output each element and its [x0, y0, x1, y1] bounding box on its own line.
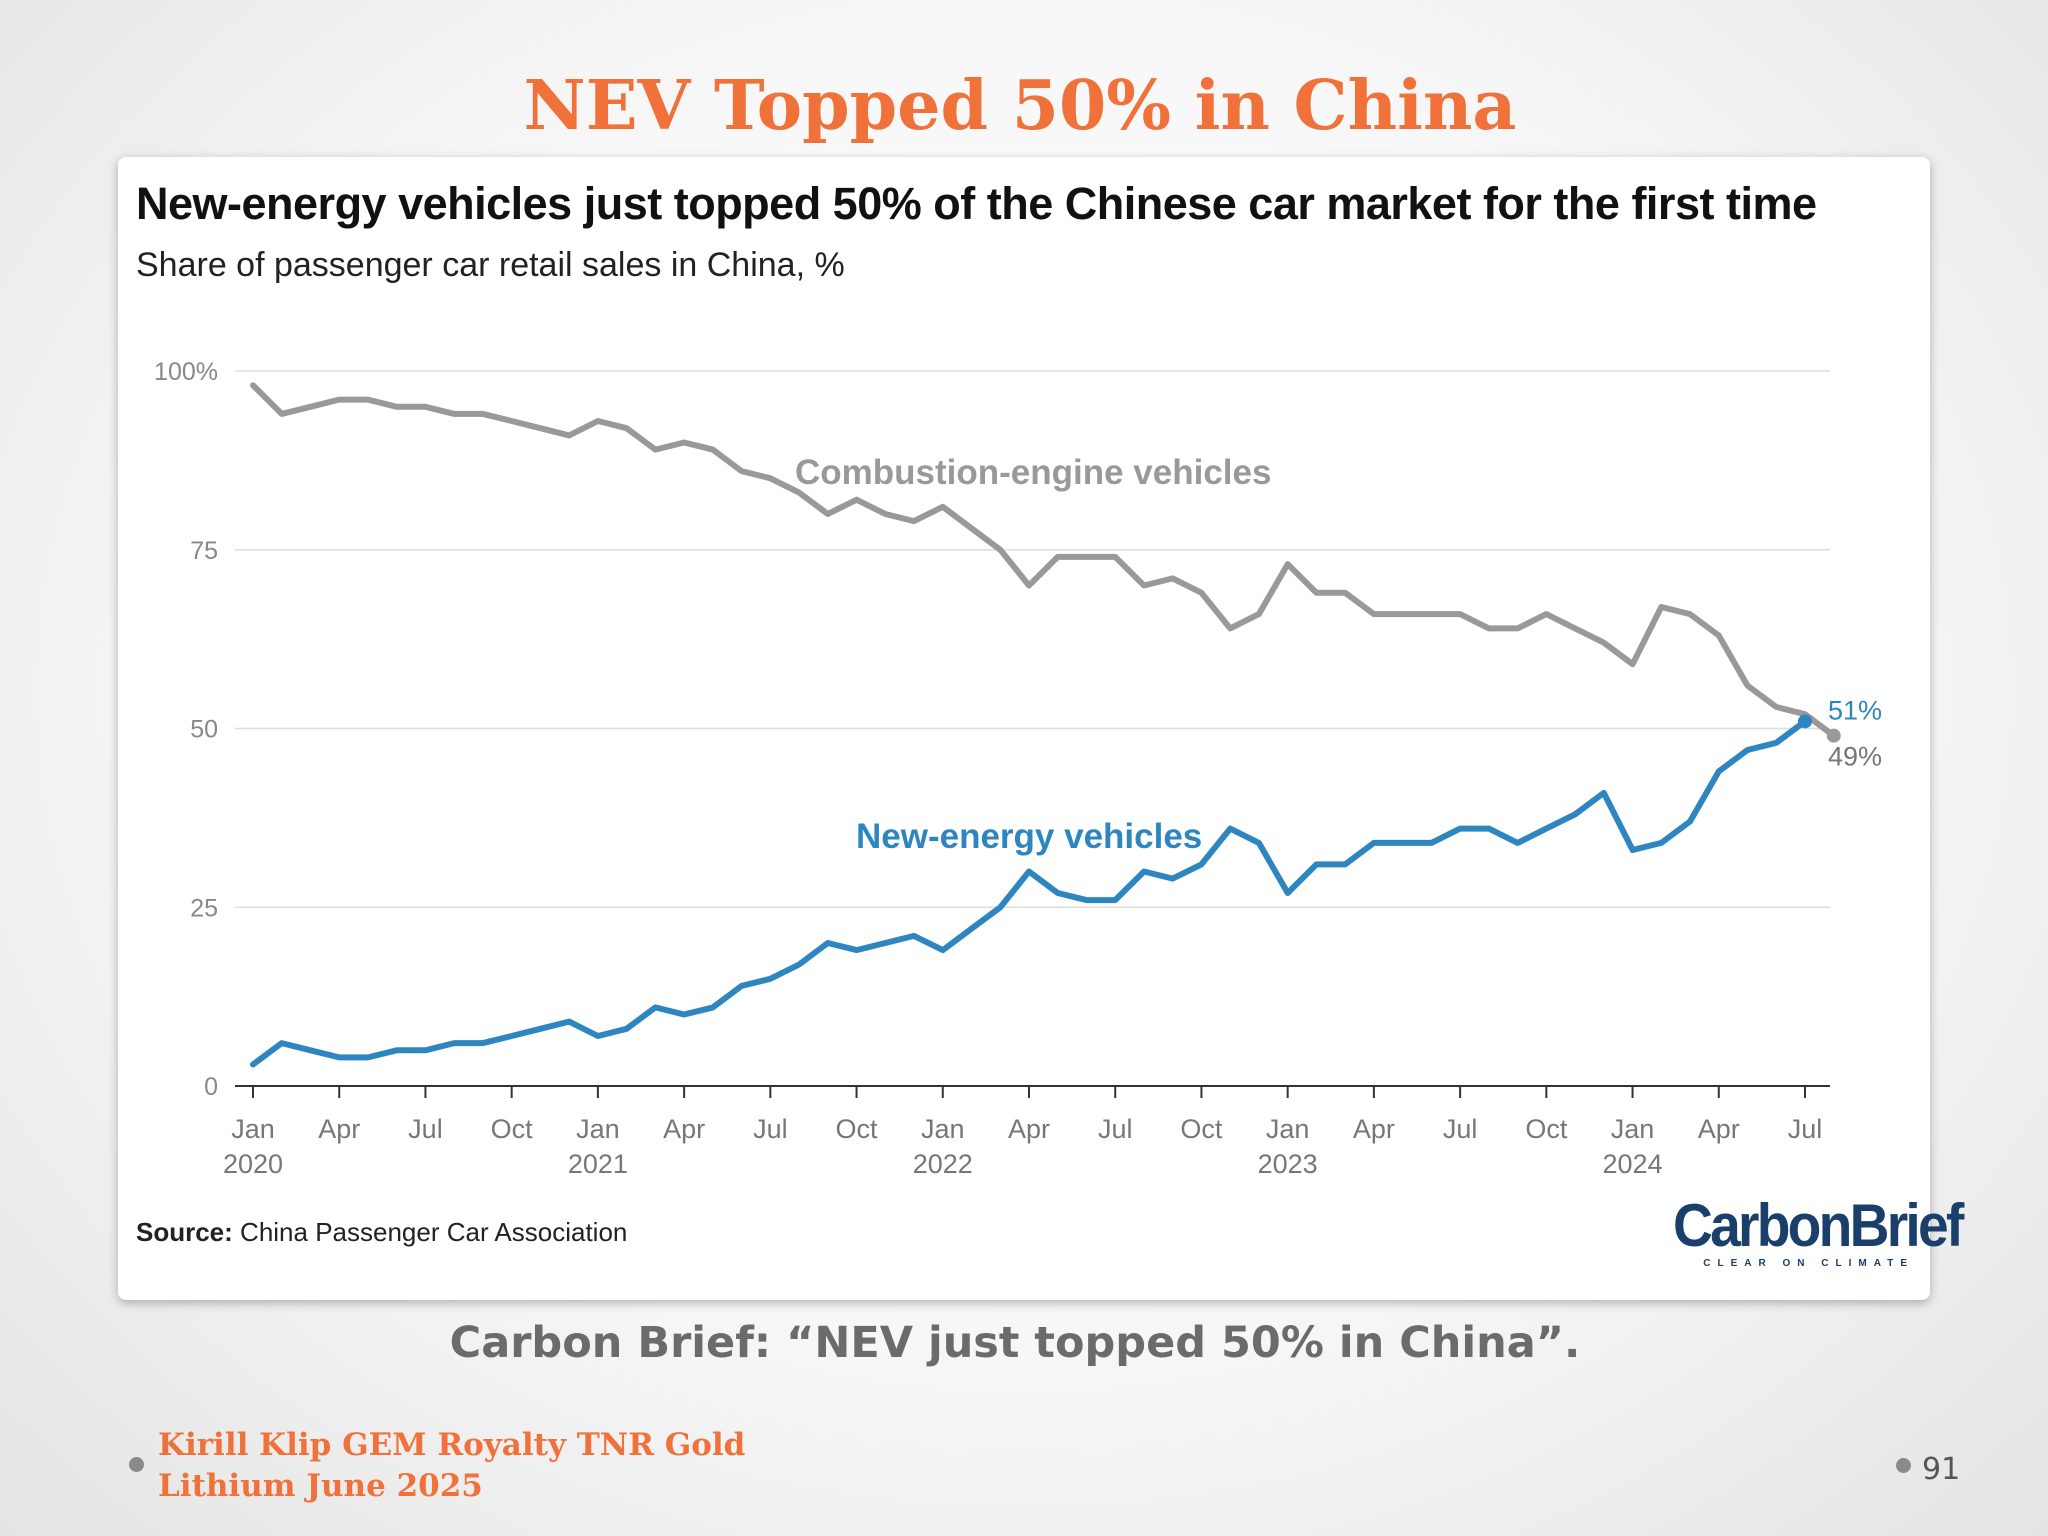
x-tick-year-label: 2023	[1258, 1149, 1318, 1179]
x-tick-label: Oct	[836, 1114, 879, 1144]
x-tick-label: Jul	[1443, 1114, 1478, 1144]
y-tick-label: 50	[190, 716, 218, 744]
chart-subtitle: Share of passenger car retail sales in C…	[136, 246, 845, 284]
x-tick-year-label: 2020	[223, 1149, 283, 1179]
nev-series-line	[250, 718, 1808, 1068]
x-tick-label: Jan	[231, 1114, 275, 1144]
x-tick-label: Jan	[1266, 1114, 1310, 1144]
x-tick-label: Apr	[318, 1114, 360, 1144]
x-tick-label: Jan	[576, 1114, 620, 1144]
nev-end-point	[1798, 714, 1812, 729]
y-tick-label: 0	[204, 1073, 218, 1101]
x-tick-label: Jul	[1098, 1114, 1133, 1144]
nev-series-label: New-energy vehicles	[856, 817, 1202, 856]
carbonbrief-logo: CarbonBrief CLEAR ON CLIMATE	[1652, 1192, 1964, 1270]
y-tick-label: 100%	[154, 358, 218, 386]
x-tick-label: Apr	[1353, 1114, 1395, 1144]
x-tick-year-label: 2021	[568, 1149, 628, 1179]
x-tick-label: Apr	[663, 1114, 705, 1144]
logo-wordmark: CarbonBrief	[1672, 1192, 1964, 1259]
page-number: 91	[1922, 1452, 1961, 1487]
x-tick-label: Apr	[1698, 1114, 1740, 1144]
footer-bullet-left	[129, 1457, 144, 1472]
x-tick-label: Jan	[1611, 1114, 1655, 1144]
footer-author: Kirill Klip GEM Royalty TNR Gold Lithium…	[158, 1425, 758, 1507]
footer-bullet-right	[1896, 1458, 1911, 1473]
line-chart: 0 25 50 75 100% Jan 2020 Apr Jul Oct Jan 2021 Apr Jul…	[154, 358, 1882, 1179]
footer-line-2: Lithium June 2025	[158, 1468, 483, 1504]
x-tick-label: Oct	[1180, 1114, 1223, 1144]
x-tick-label: Oct	[1525, 1114, 1568, 1144]
slide-caption: Carbon Brief: “NEV just topped 50% in Ch…	[449, 1318, 1581, 1368]
x-tick-year-label: 2022	[913, 1149, 973, 1179]
y-tick-label: 25	[190, 894, 218, 922]
source-label: Source:	[136, 1217, 233, 1247]
x-tick-label: Oct	[491, 1114, 534, 1144]
logo-tagline: CLEAR ON CLIMATE	[1703, 1258, 1914, 1269]
y-tick-label: 75	[190, 537, 218, 565]
x-tick-label: Jan	[921, 1114, 965, 1144]
chart-title: New-energy vehicles just topped 50% of t…	[136, 178, 1817, 229]
combustion-series-label: Combustion-engine vehicles	[795, 453, 1271, 492]
footer-line-1: Kirill Klip GEM Royalty TNR Gold	[158, 1427, 746, 1463]
nev-end-label: 51%	[1828, 695, 1882, 725]
chart-source: Source: China Passenger Car Association	[136, 1217, 627, 1248]
combustion-end-label: 49%	[1828, 742, 1882, 772]
x-tick-label: Jul	[1788, 1114, 1823, 1144]
x-tick-year-label: 2024	[1603, 1149, 1663, 1179]
x-tick-label: Jul	[753, 1114, 788, 1144]
combustion-end-point	[1826, 728, 1841, 743]
source-text: China Passenger Car Association	[240, 1217, 628, 1247]
x-tick-label: Apr	[1008, 1114, 1050, 1144]
slide-title: NEV Topped 50% in China	[523, 66, 1517, 146]
x-tick-label: Jul	[408, 1114, 443, 1144]
combustion-series-line	[250, 382, 1837, 739]
